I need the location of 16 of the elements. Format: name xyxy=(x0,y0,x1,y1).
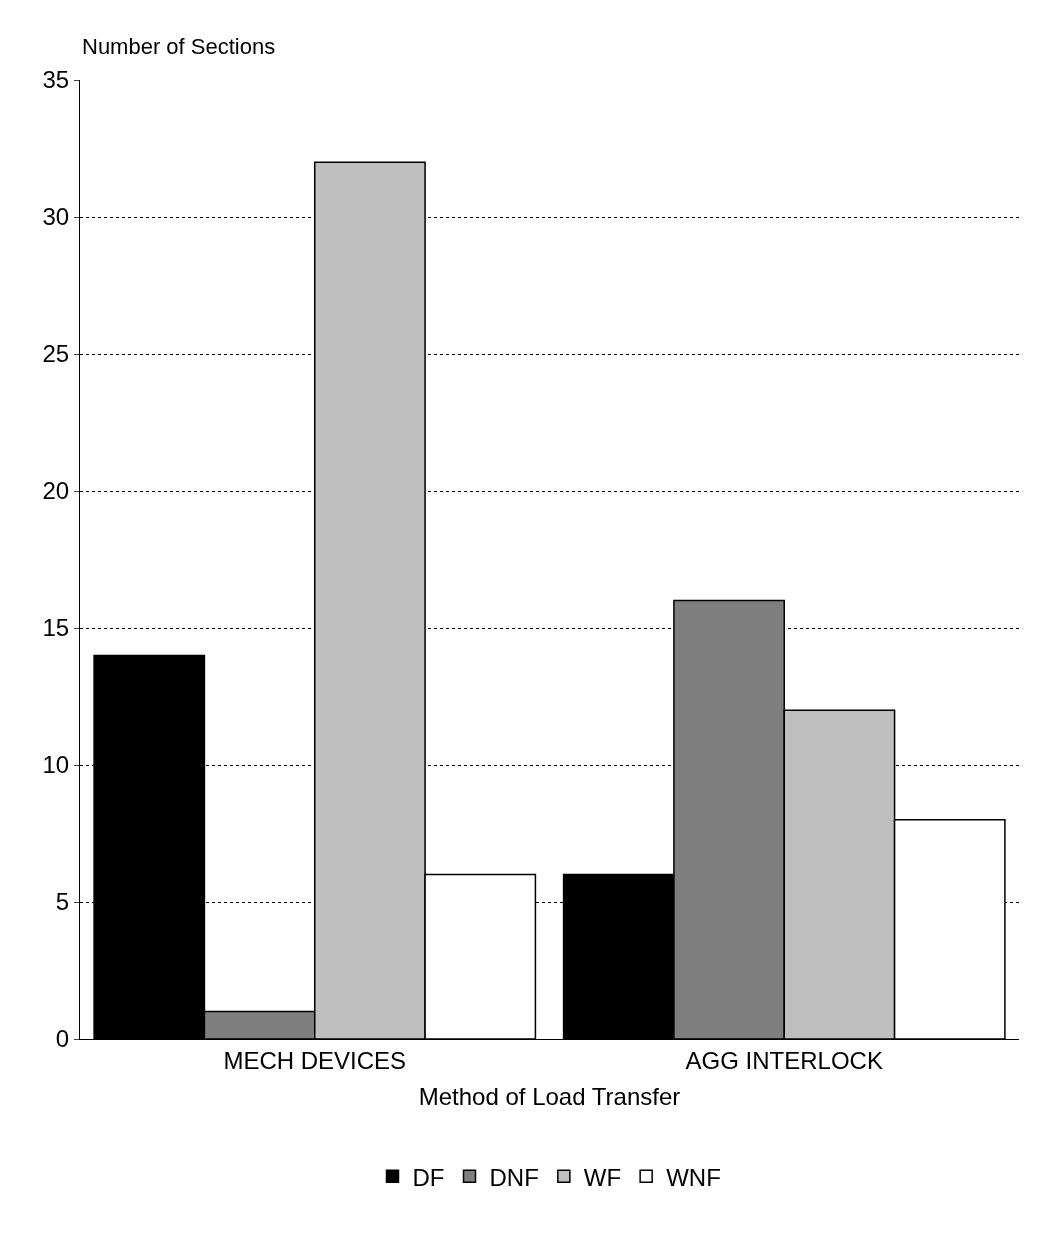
x-axis-title: Method of Load Transfer xyxy=(418,1083,681,1111)
y-tick-label: 15 xyxy=(42,614,70,642)
x-tick-label: MECH DEVICES xyxy=(223,1046,407,1074)
x-tick-label: AGG INTERLOCK xyxy=(685,1046,883,1074)
y-tick-label: 30 xyxy=(42,203,70,231)
y-tick-label: 35 xyxy=(42,66,70,94)
y-tick-label: 20 xyxy=(42,477,70,505)
y-tick-label: 10 xyxy=(42,751,70,779)
legend-label: WNF xyxy=(666,1163,721,1191)
y-tick-label: 5 xyxy=(55,888,70,916)
y-tick-label: 0 xyxy=(55,1025,70,1053)
legend-label: WF xyxy=(583,1163,622,1191)
y-axis-title: Number of Sections xyxy=(82,34,276,59)
legend-label: DNF xyxy=(489,1163,539,1191)
legend-label: DF xyxy=(412,1163,445,1191)
y-tick-label: 25 xyxy=(42,340,70,368)
